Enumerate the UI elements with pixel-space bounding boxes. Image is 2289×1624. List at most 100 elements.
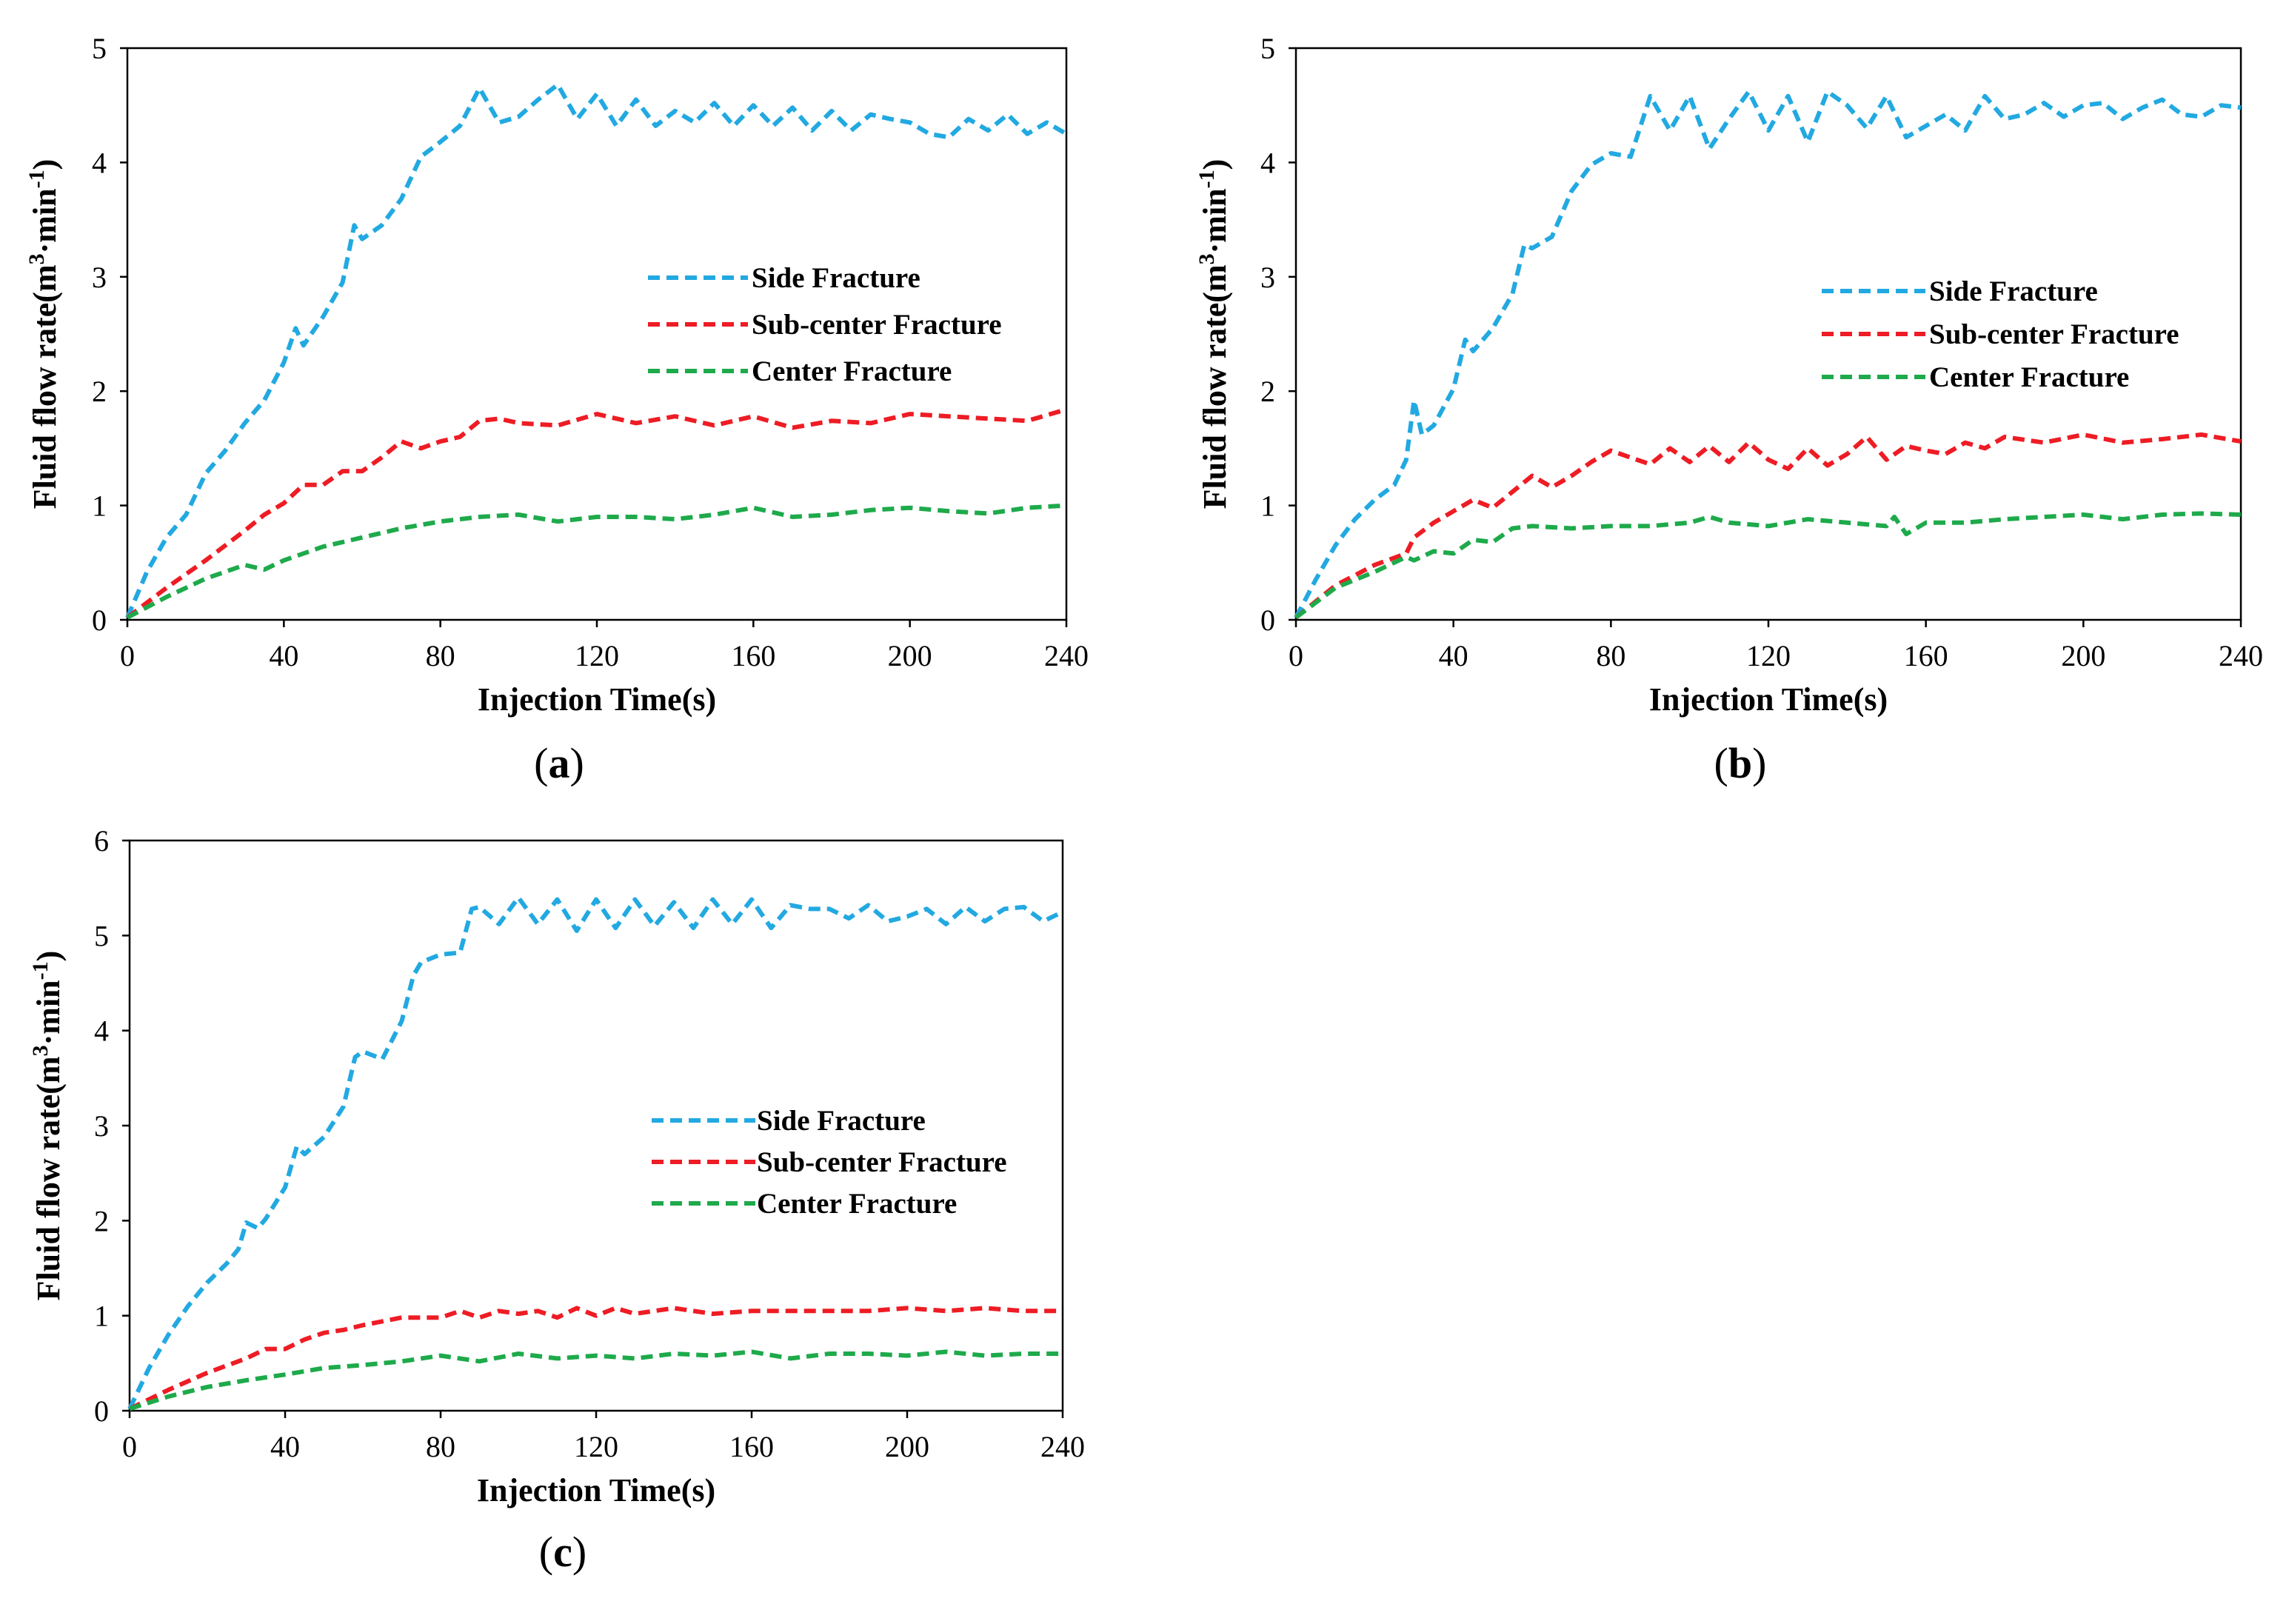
x-axis-title: Injection Time(s) <box>478 681 716 718</box>
y-tick-label: 4 <box>94 1015 109 1048</box>
y-tick-label: 5 <box>94 919 109 952</box>
legend-label: Side Fracture <box>1929 275 2098 307</box>
y-axis-title-unit-close: ) <box>27 159 63 170</box>
panel-label-letter: c <box>553 1528 572 1576</box>
y-axis-title: Fluid flow rate(m3·min-1) <box>24 159 63 509</box>
legend-label: Center Fracture <box>1929 361 2129 393</box>
y-tick-label: 5 <box>92 32 107 65</box>
x-tick-label: 200 <box>2061 639 2105 672</box>
panel-label: (b) <box>1714 739 1767 787</box>
series-line-side <box>125 82 1068 619</box>
legend-label: Sub-center Fracture <box>1929 318 2179 350</box>
chart-panel-c: 0 40 80 120 160 200 240 0 1 2 3 4 5 6 Injection Time(s… <box>28 824 1085 1576</box>
x-tick-label: 80 <box>426 639 455 672</box>
x-tick-label: 200 <box>885 1430 929 1463</box>
panel-label-close: ) <box>572 1528 587 1576</box>
x-tick-label: 40 <box>269 639 298 672</box>
y-axis-title-sup: 3 <box>24 253 49 264</box>
panel-label-close: ) <box>570 739 584 787</box>
y-tick-label: 1 <box>1260 489 1275 523</box>
y-tick-label: 2 <box>94 1204 109 1237</box>
x-tick-label: 80 <box>426 1430 455 1463</box>
y-tick-label: 4 <box>92 146 107 179</box>
y-tick-label: 1 <box>94 1300 109 1333</box>
x-tick-label: 120 <box>575 639 619 672</box>
y-axis-title-unit-close: ) <box>1197 159 1233 170</box>
y-tick-label: 2 <box>1260 375 1275 408</box>
y-tick-label: 4 <box>1260 146 1275 179</box>
panel-label-letter: a <box>549 739 570 787</box>
legend-label: Side Fracture <box>757 1105 926 1137</box>
series-line-center <box>129 1349 1063 1411</box>
y-axis-title-main: Fluid flow rate <box>27 303 63 509</box>
panel-label-open: ( <box>539 1528 553 1576</box>
y-axis-title-sup: 3 <box>28 1045 53 1056</box>
panel-label: (c) <box>539 1528 587 1576</box>
y-axis-title-sup: -1 <box>28 961 53 980</box>
legend-label: Center Fracture <box>752 355 952 387</box>
panel-label-letter: b <box>1728 739 1752 787</box>
panel-label-close: ) <box>1752 739 1766 787</box>
series-line-center <box>1294 511 2242 620</box>
x-tick-label: 40 <box>270 1430 300 1463</box>
x-tick-label: 240 <box>1040 1430 1085 1463</box>
x-tick-label: 200 <box>888 639 932 672</box>
series-line-subcenter <box>126 407 1067 620</box>
legend: Side Fracture Sub-center Fracture Center F… <box>1822 275 2179 393</box>
y-axis-title-sup: -1 <box>1194 170 1219 188</box>
y-tick-label: 2 <box>92 375 107 408</box>
y-axis-title-sup: -1 <box>24 170 49 188</box>
x-tick-label: 80 <box>1596 639 1625 672</box>
legend-label: Center Fracture <box>757 1188 957 1220</box>
y-axis-title-unit-mid: ·min <box>30 980 67 1045</box>
y-axis-title: Fluid flow rate(m3·min-1) <box>28 951 67 1301</box>
y-tick-label: 6 <box>94 824 109 858</box>
panel-label-open: ( <box>534 739 548 787</box>
legend-label: Sub-center Fracture <box>757 1146 1007 1178</box>
y-axis-title-unit-open: (m <box>1197 264 1233 302</box>
series-line-center <box>126 503 1067 620</box>
x-tick-label: 0 <box>1289 639 1303 672</box>
x-axis-title: Injection Time(s) <box>1649 681 1888 718</box>
y-axis-title-unit-mid: ·min <box>1197 188 1233 253</box>
y-tick-label: 3 <box>94 1109 109 1143</box>
x-tick-label: 0 <box>122 1430 137 1463</box>
x-tick-label: 120 <box>1746 639 1791 672</box>
series-line-subcenter <box>1294 432 2242 620</box>
y-axis-title-unit-open: (m <box>27 264 63 302</box>
x-tick-label: 40 <box>1439 639 1468 672</box>
series-line-side <box>1294 89 2242 619</box>
x-tick-label: 120 <box>574 1430 618 1463</box>
y-tick-label: 0 <box>92 604 107 637</box>
legend-label: Side Fracture <box>752 262 920 294</box>
y-axis-title-unit-close: ) <box>30 951 67 962</box>
y-axis-title-unit-mid: ·min <box>27 188 63 253</box>
y-axis-title-main: Fluid flow rate <box>1197 303 1233 509</box>
x-tick-label: 0 <box>120 639 135 672</box>
chart-panel-a: 0 40 80 120 160 200 240 0 1 2 3 4 5 Injection Time(s)… <box>24 32 1089 787</box>
y-tick-label: 3 <box>1260 261 1275 294</box>
series-line-subcenter <box>128 1306 1063 1411</box>
x-tick-label: 240 <box>1044 639 1089 672</box>
panel-label: (a) <box>534 739 584 787</box>
chart-panel-b: 0 40 80 120 160 200 240 0 1 2 3 4 5 Injection Time(s)… <box>1194 32 2263 787</box>
y-tick-label: 3 <box>92 261 107 294</box>
x-tick-label: 160 <box>729 1430 774 1463</box>
y-axis-title: Fluid flow rate(m3·min-1) <box>1194 159 1233 509</box>
y-axis-title-unit-open: (m <box>30 1056 67 1094</box>
y-tick-label: 1 <box>92 489 107 523</box>
legend: Side Fracture Sub-center Fracture Center F… <box>648 262 1002 387</box>
y-tick-label: 5 <box>1260 32 1275 65</box>
legend: Side Fracture Sub-center Fracture Center F… <box>652 1105 1007 1220</box>
y-tick-label: 0 <box>94 1394 109 1428</box>
y-tick-label: 0 <box>1260 604 1275 637</box>
x-tick-label: 240 <box>2219 639 2263 672</box>
x-tick-label: 160 <box>1904 639 1948 672</box>
x-tick-label: 160 <box>731 639 775 672</box>
y-axis-title-main: Fluid flow rate <box>30 1095 67 1301</box>
x-axis-title: Injection Time(s) <box>477 1472 715 1508</box>
legend-label: Sub-center Fracture <box>752 309 1002 341</box>
y-axis-title-sup: 3 <box>1194 253 1219 264</box>
series-line-side <box>127 895 1064 1410</box>
